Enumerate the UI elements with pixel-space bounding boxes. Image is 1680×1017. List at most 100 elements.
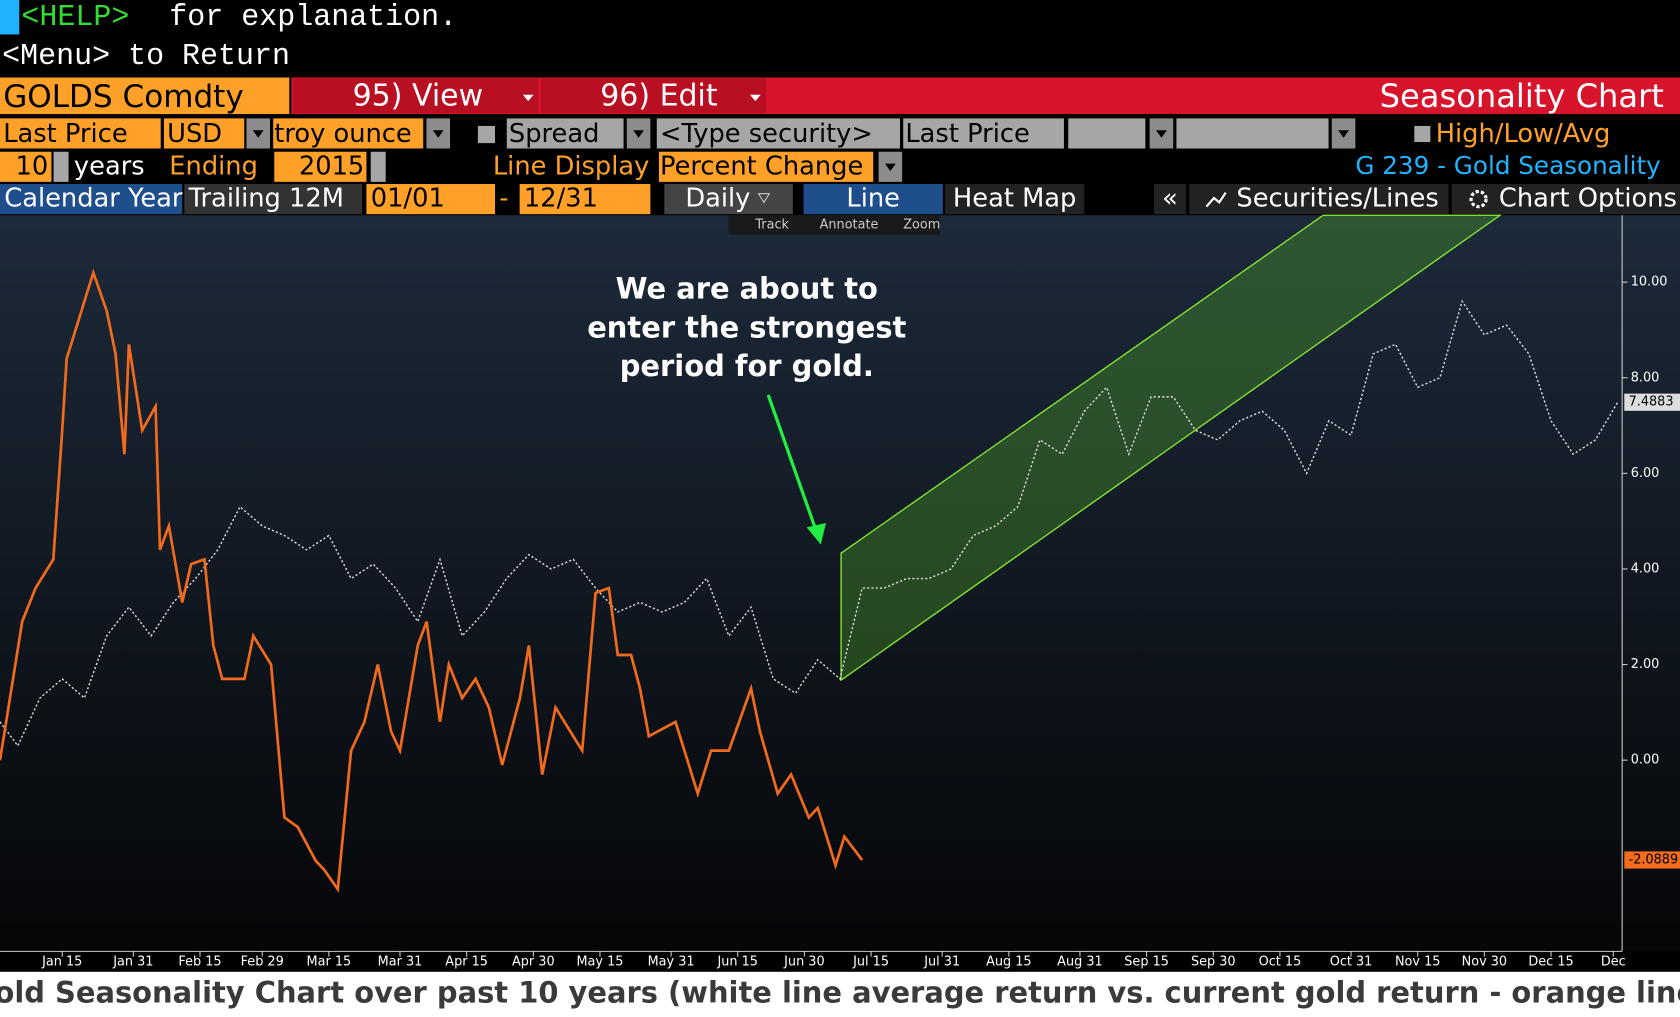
tab-label: Trailing 12M	[188, 184, 344, 214]
y-tick-label: 4.00	[1631, 561, 1660, 576]
dropdown-arrow	[885, 163, 896, 172]
label: 10	[15, 151, 48, 181]
x-tick-label: Jan 15	[41, 955, 82, 970]
currency-box[interactable]	[163, 118, 245, 149]
annotation: period for gold.	[620, 349, 874, 383]
tab-label: 01/01	[371, 184, 445, 214]
tab-label: Line	[846, 184, 900, 214]
tab-label: 12/31	[524, 184, 598, 214]
arrow-shaft	[766, 394, 818, 533]
empty-box	[1068, 118, 1146, 149]
x-tick-label: Jul 15	[852, 955, 889, 970]
display-box[interactable]	[658, 151, 874, 182]
tab-frequency[interactable]	[664, 184, 793, 215]
dropdown-icon	[757, 193, 771, 204]
x-tick-label: Oct 15	[1259, 955, 1302, 970]
y-tick-label: 0.00	[1631, 753, 1660, 768]
label: Spread	[509, 119, 600, 149]
tab-end[interactable]	[519, 184, 651, 215]
security-input[interactable]	[656, 118, 900, 149]
checkbox[interactable]	[1414, 125, 1431, 143]
spread-box[interactable]	[506, 118, 624, 149]
value-tag	[1624, 393, 1680, 411]
annotation: We are about to	[616, 272, 878, 306]
spinner[interactable]	[53, 151, 69, 182]
years-box[interactable]	[0, 151, 52, 182]
help-key: <HELP>	[21, 1, 129, 35]
last-value-label: -2.0889	[1629, 852, 1679, 867]
label: Last Price	[905, 119, 1029, 149]
tab-label: Chart Options	[1499, 184, 1677, 214]
caption-background	[0, 971, 1680, 1017]
field-box[interactable]	[0, 118, 161, 149]
arrow-head	[806, 523, 827, 545]
y-tick-label: 10.00	[1631, 275, 1668, 290]
y-tick-label: 6.00	[1631, 466, 1660, 481]
edit-menu[interactable]	[541, 78, 767, 113]
x-tick-label: Sep 30	[1191, 955, 1236, 970]
plot-background	[0, 215, 1680, 952]
x-tick-label: Mar 15	[307, 955, 352, 970]
x-tick-label: Aug 31	[1057, 955, 1103, 970]
spinner[interactable]	[370, 151, 386, 182]
tab-trailing[interactable]	[184, 184, 363, 215]
label: G 239 - Gold Seasonality	[1355, 151, 1660, 180]
x-tick-label: May 15	[576, 955, 623, 970]
tool-bar	[728, 215, 940, 235]
x-tick-label: Jun 30	[783, 955, 825, 970]
tab-calendar[interactable]	[0, 184, 183, 215]
tool-button: Zoom	[903, 217, 940, 232]
x-tick-label: Sep 15	[1124, 955, 1169, 970]
x-tick-label: Oct 31	[1330, 955, 1373, 970]
empty-box	[1176, 118, 1329, 149]
tab-heat_map[interactable]	[945, 184, 1085, 215]
tab-start[interactable]	[366, 184, 495, 215]
dropdown-arrow	[252, 130, 264, 138]
dropdown-arrow	[633, 130, 644, 138]
help-text: for explanation.	[169, 1, 457, 35]
label: <Type security>	[660, 119, 873, 149]
x-tick-label: Jan 31	[112, 955, 153, 970]
x-tick-label: Nov 30	[1462, 955, 1508, 970]
x-tick-label: Dec	[1601, 955, 1626, 970]
view-menu[interactable]	[293, 78, 538, 113]
tab-line[interactable]	[803, 184, 943, 215]
annotation: enter the strongest	[587, 310, 906, 344]
label: Line Display	[493, 151, 650, 181]
x-tick-label: Feb 29	[241, 955, 284, 970]
view-menu-label: 95) View	[353, 78, 484, 113]
tab-securities[interactable]	[1189, 184, 1449, 215]
last-value-label: 7.4883	[1629, 395, 1674, 410]
label: Last Price	[3, 119, 127, 149]
label: Ending	[169, 151, 258, 181]
tab-label: Daily	[685, 184, 750, 214]
tool-button: Track	[754, 217, 789, 232]
unit-box[interactable]	[273, 118, 424, 149]
gear-icon	[1469, 189, 1488, 209]
tab-collapse[interactable]	[1153, 184, 1187, 215]
label: USD	[167, 119, 222, 149]
function-title: Seasonality Chart	[1380, 77, 1664, 115]
field2-box[interactable]	[903, 118, 1064, 149]
menu-text: <Menu> to Return	[2, 40, 290, 74]
x-tick-label: Dec 15	[1528, 955, 1573, 970]
chart-icon	[1205, 192, 1227, 208]
x-tick-label: Apr 15	[445, 955, 488, 970]
x-tick-label: Nov 15	[1395, 955, 1441, 970]
x-tick-label: Apr 30	[512, 955, 555, 970]
dropdown-arrow	[1338, 130, 1349, 138]
dropdown-arrow	[432, 130, 444, 138]
menu-arrow	[750, 94, 761, 102]
tab-label: Calendar Year	[4, 184, 183, 214]
tab-label: «	[1162, 184, 1178, 214]
x-tick-label: Aug 15	[986, 955, 1032, 970]
series-line	[0, 299, 1619, 748]
tab-options[interactable]	[1451, 184, 1680, 215]
year-box[interactable]	[274, 151, 367, 182]
cursor	[0, 0, 20, 35]
checkbox[interactable]	[477, 125, 495, 144]
trend-channel	[840, 214, 1503, 682]
x-tick-label: Mar 31	[378, 955, 423, 970]
security-box	[0, 77, 290, 115]
